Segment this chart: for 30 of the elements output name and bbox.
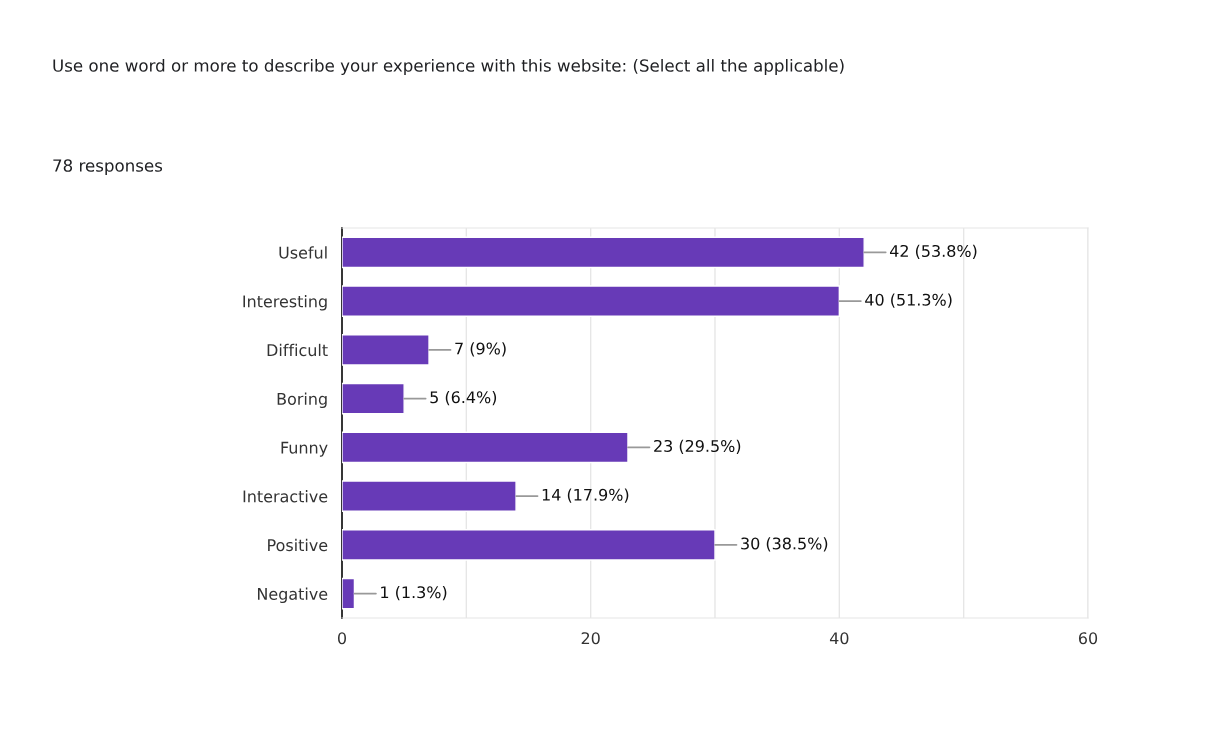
data-label: 23 (29.5%) bbox=[654, 439, 741, 454]
data-label: 42 (53.8%) bbox=[889, 244, 977, 259]
data-label: 1 (1.3%) bbox=[381, 585, 447, 601]
bar bbox=[342, 529, 716, 561]
bar bbox=[342, 480, 517, 512]
data-label: 5 (6.4%) bbox=[430, 390, 497, 406]
chart-title: Use one word or more to describe your experience with this website: (Select all the applicable) bbox=[53, 58, 844, 76]
bar bbox=[342, 285, 841, 317]
data-label: 40 (51.3%) bbox=[865, 293, 952, 308]
bar bbox=[342, 382, 405, 415]
data-label: 30 (38.5%) bbox=[741, 537, 828, 552]
y-tick-label: Funny bbox=[281, 441, 328, 457]
bar bbox=[342, 334, 430, 366]
text: 78 responses bbox=[53, 159, 163, 176]
y-tick-label: Useful bbox=[279, 246, 327, 259]
y-tick-label: Positive bbox=[268, 538, 328, 552]
data-label: 7 (9%) bbox=[455, 342, 506, 357]
x-tick-label: 60 bbox=[1078, 632, 1098, 645]
y-tick-label: Boring bbox=[277, 392, 327, 409]
x-tick-label: 0 bbox=[337, 632, 347, 645]
y-tick-label: Difficult bbox=[267, 343, 328, 357]
bar bbox=[342, 577, 356, 610]
bar bbox=[342, 236, 865, 269]
x-tick-label: 20 bbox=[581, 632, 600, 645]
y-tick-label: Negative bbox=[257, 587, 328, 604]
x-tick-label: 40 bbox=[829, 632, 849, 645]
y-tick-label: Interactive bbox=[243, 490, 328, 503]
data-label: 14 (17.9%) bbox=[542, 488, 629, 503]
y-tick-label: Interesting bbox=[243, 295, 327, 311]
bar bbox=[342, 431, 629, 464]
